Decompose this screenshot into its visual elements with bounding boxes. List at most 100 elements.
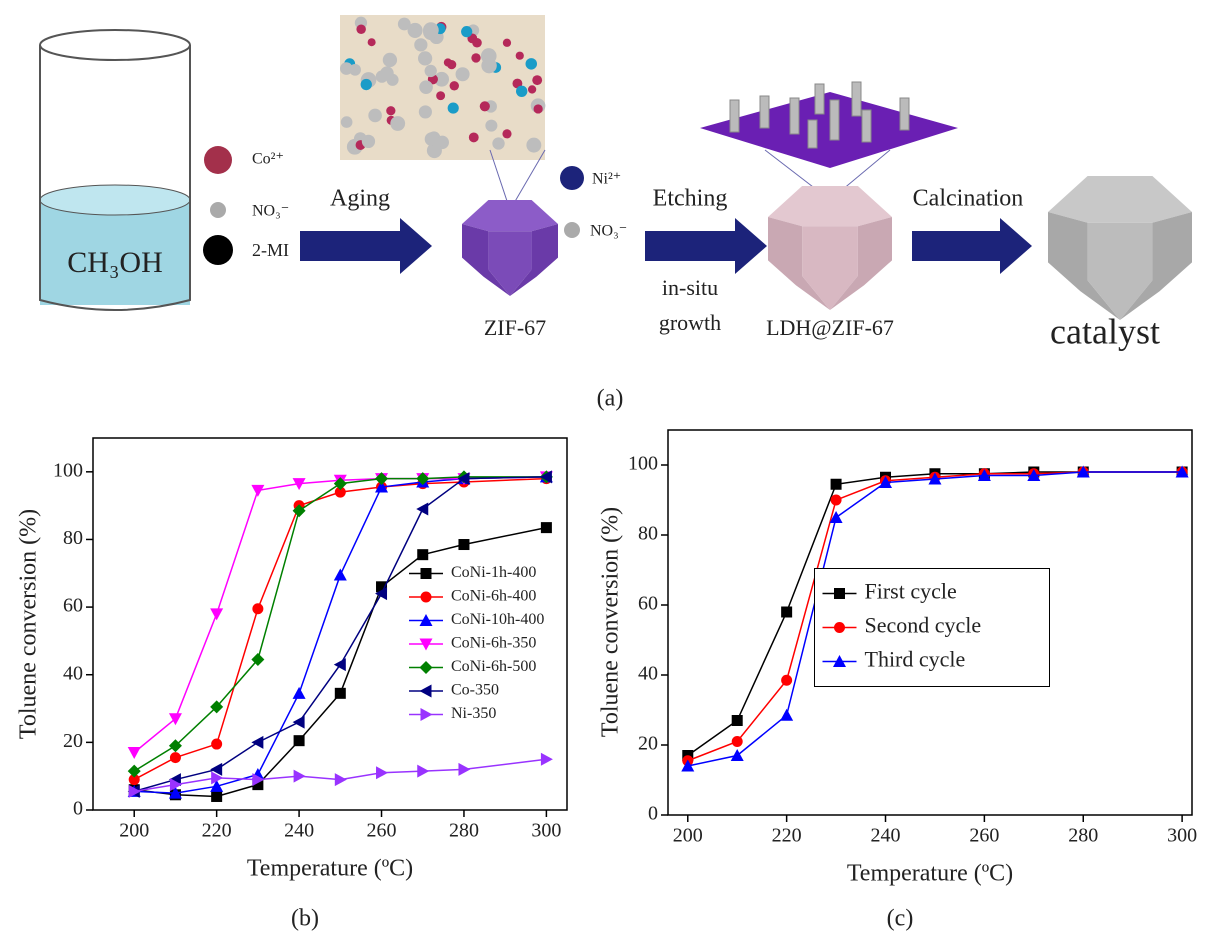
marker: [416, 472, 430, 486]
atom: [417, 51, 433, 66]
marker: [293, 735, 305, 747]
marker: [169, 778, 182, 792]
y-tick-label: 80: [63, 527, 83, 549]
nitrate: [564, 222, 580, 238]
marker: [292, 504, 306, 518]
atom: [414, 38, 428, 52]
marker: [420, 708, 433, 721]
step-note: growth: [659, 310, 721, 335]
atom: [436, 91, 446, 101]
atom: [533, 104, 543, 114]
series-line: [687, 471, 1183, 762]
atom: [367, 38, 376, 47]
marker: [376, 766, 389, 780]
crystal-face: [768, 186, 892, 227]
series-line: [134, 758, 547, 793]
legend-label: Ni-350: [451, 705, 496, 722]
ion-label: 2-MI: [252, 240, 289, 260]
marker: [977, 469, 991, 481]
marker: [879, 476, 893, 488]
series-line: [134, 476, 547, 793]
solvent: CH₃OH: [67, 246, 162, 279]
marker: [1076, 465, 1090, 478]
atom: [390, 116, 406, 131]
atom: [368, 108, 382, 123]
y-tick-label: 20: [638, 733, 658, 755]
step-note: in-situ: [662, 275, 718, 300]
crystal-face: [462, 200, 558, 232]
atom: [382, 52, 398, 68]
crystal-face: [802, 226, 858, 310]
legend-label: CoNi-1h-400: [451, 564, 536, 581]
y-tick-label: 40: [63, 662, 83, 684]
y-axis-label: Toluene conversion (%): [16, 509, 42, 739]
atom: [485, 119, 498, 132]
atom: [449, 81, 459, 91]
series-line: [133, 476, 547, 754]
marker: [540, 752, 553, 766]
x-tick-label: 220: [772, 825, 802, 847]
marker: [168, 739, 182, 753]
marker: [210, 762, 223, 776]
marker: [833, 655, 846, 667]
panel-label: (c): [887, 906, 914, 932]
marker: [169, 752, 181, 764]
legend-label: First cycle: [865, 579, 957, 604]
liquid-surface: [39, 184, 191, 216]
y-tick-label: 0: [73, 798, 83, 820]
legend-label: CoNi-10h-400: [451, 611, 544, 628]
x-axis-label: Temperature (ºC): [847, 861, 1013, 887]
atom: [455, 67, 470, 82]
marker: [419, 684, 432, 698]
marker: [210, 608, 224, 621]
atom: [527, 85, 537, 94]
crystal-face: [1120, 212, 1192, 320]
x-tick-label: 280: [1068, 825, 1098, 847]
step-label: Aging: [330, 186, 390, 212]
product-label: ZIF-67: [484, 315, 546, 340]
step-label: Etching: [653, 186, 728, 212]
marker: [127, 764, 141, 778]
atom: [515, 85, 528, 97]
legend-label: Co-350: [451, 682, 499, 699]
y-tick-label: 100: [53, 459, 83, 481]
atom: [422, 22, 439, 39]
atom: [532, 75, 543, 86]
marker: [730, 749, 744, 761]
crystal-face: [830, 217, 892, 310]
marker: [211, 771, 224, 785]
marker: [420, 591, 432, 603]
marker: [419, 661, 433, 674]
marker: [251, 653, 265, 667]
atom: [340, 62, 353, 75]
marker: [128, 774, 140, 786]
atom: [492, 137, 505, 150]
marker: [1175, 465, 1189, 478]
y-tick-label: 60: [63, 595, 83, 617]
marker: [539, 470, 552, 484]
atom: [525, 58, 538, 70]
marker: [458, 539, 470, 551]
atom: [479, 101, 490, 112]
marker: [333, 568, 347, 581]
marker: [781, 674, 793, 686]
series-line: [133, 476, 547, 772]
marker: [829, 511, 843, 523]
y-tick-label: 60: [638, 593, 658, 615]
y-tick-label: 0: [648, 803, 658, 825]
marker: [334, 687, 346, 699]
atom: [472, 37, 482, 48]
product-label: catalyst: [1050, 311, 1160, 351]
marker: [420, 568, 432, 579]
atom: [397, 17, 411, 31]
atom: [481, 57, 497, 74]
marker: [376, 581, 388, 593]
ion-label: Co²⁺: [252, 151, 284, 168]
marker: [417, 549, 429, 561]
marker: [210, 700, 224, 714]
crystal-face: [1087, 222, 1153, 320]
marker: [252, 779, 264, 791]
marker: [292, 478, 306, 491]
ldh-pillars: [729, 81, 910, 149]
legend: CoNi-1h-400 CoNi-6h-400 CoNi-10h-400 CoNi-6…: [409, 564, 544, 722]
